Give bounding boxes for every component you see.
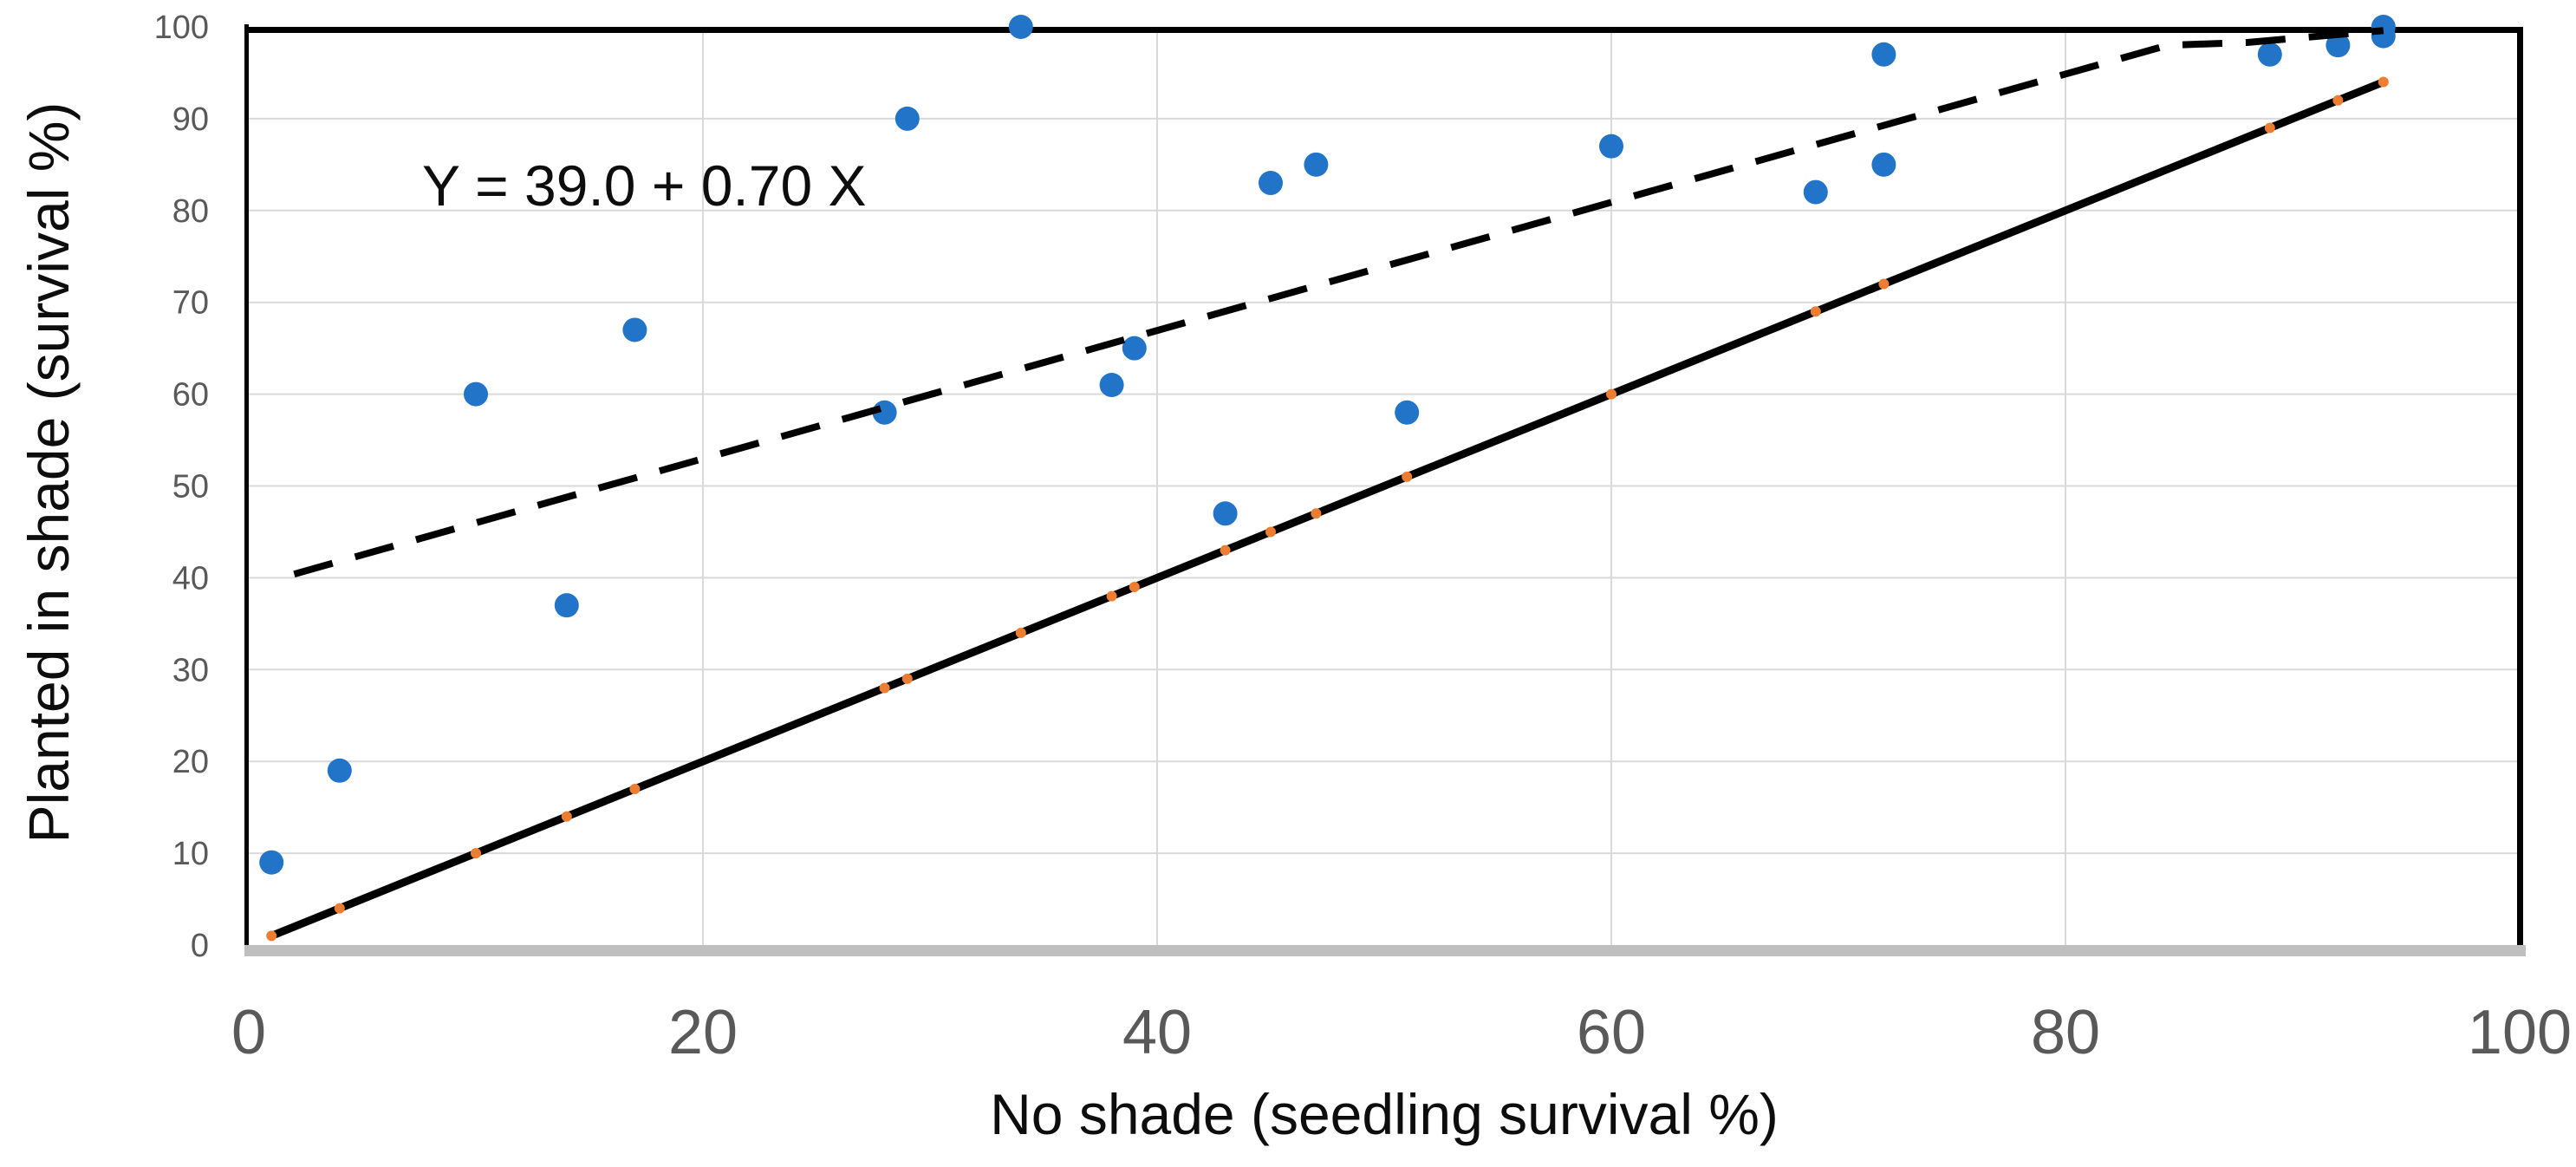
x-tick-label: 0	[231, 998, 266, 1067]
identity-line-marker	[629, 783, 641, 794]
data-point	[1304, 152, 1329, 177]
data-point	[554, 593, 579, 618]
data-point	[464, 381, 488, 407]
y-tick-label: 50	[172, 469, 209, 505]
identity-line-marker	[1402, 471, 1413, 482]
data-point	[622, 317, 647, 342]
y-tick-label: 40	[172, 560, 209, 597]
y-tick-label: 100	[154, 10, 209, 46]
identity-line-marker	[1015, 627, 1026, 638]
identity-line-marker	[2264, 122, 2275, 134]
identity-line-marker	[2378, 76, 2389, 88]
identity-line-marker	[901, 673, 913, 684]
data-point	[2326, 33, 2351, 58]
data-point	[1871, 42, 1896, 67]
identity-line-marker	[334, 903, 345, 914]
data-point	[1213, 501, 1238, 526]
regression-equation-annotation: Y = 39.0 + 0.70 X	[422, 153, 867, 218]
data-point	[1871, 152, 1896, 177]
identity-line-marker	[266, 930, 277, 942]
y-tick-label: 30	[172, 652, 209, 688]
identity-line-marker	[471, 848, 481, 859]
x-axis-title: No shade (seedling survival %)	[990, 1082, 1779, 1146]
y-tick-label: 80	[172, 193, 209, 230]
data-point	[259, 850, 284, 875]
identity-line-marker	[1265, 526, 1276, 538]
x-tick-label: 100	[2468, 998, 2572, 1067]
identity-line	[270, 78, 2385, 940]
y-tick-label: 70	[172, 285, 209, 322]
y-tick-label: 10	[172, 836, 209, 872]
data-point	[2257, 42, 2282, 67]
x-tick-label: 80	[2031, 998, 2100, 1067]
y-axis-title: Planted in shade (survival %)	[16, 101, 81, 844]
identity-line-marker	[1129, 581, 1140, 592]
identity-line-marker	[1220, 544, 1231, 556]
data-point	[1008, 15, 1033, 39]
data-point	[1803, 179, 1828, 205]
data-point	[1259, 171, 1283, 196]
identity-line-marker	[1606, 388, 1617, 400]
regression-line	[293, 27, 2384, 578]
x-tick-label: 20	[668, 998, 738, 1067]
identity-line-marker	[1311, 508, 1322, 519]
data-point	[894, 106, 920, 131]
y-tick-label: 90	[172, 101, 209, 138]
identity-line-marker	[1106, 590, 1117, 602]
x-tick-label: 40	[1122, 998, 1192, 1067]
data-point	[1099, 373, 1124, 398]
identity-line-marker	[561, 811, 572, 822]
identity-line-marker	[1878, 278, 1890, 290]
data-point	[2371, 15, 2396, 39]
data-point	[1122, 336, 1147, 361]
x-axis-baseline-bar	[244, 945, 2526, 956]
identity-line-marker	[879, 682, 890, 694]
y-tick-label: 60	[172, 377, 209, 414]
x-tick-label: 60	[1577, 998, 1646, 1067]
data-point	[1599, 134, 1623, 159]
identity-line-marker	[1810, 306, 1821, 317]
data-point	[1395, 400, 1420, 425]
y-tick-label: 0	[191, 928, 209, 964]
y-tick-label: 20	[172, 744, 209, 780]
identity-line-marker	[2332, 95, 2344, 106]
data-point	[327, 758, 352, 783]
